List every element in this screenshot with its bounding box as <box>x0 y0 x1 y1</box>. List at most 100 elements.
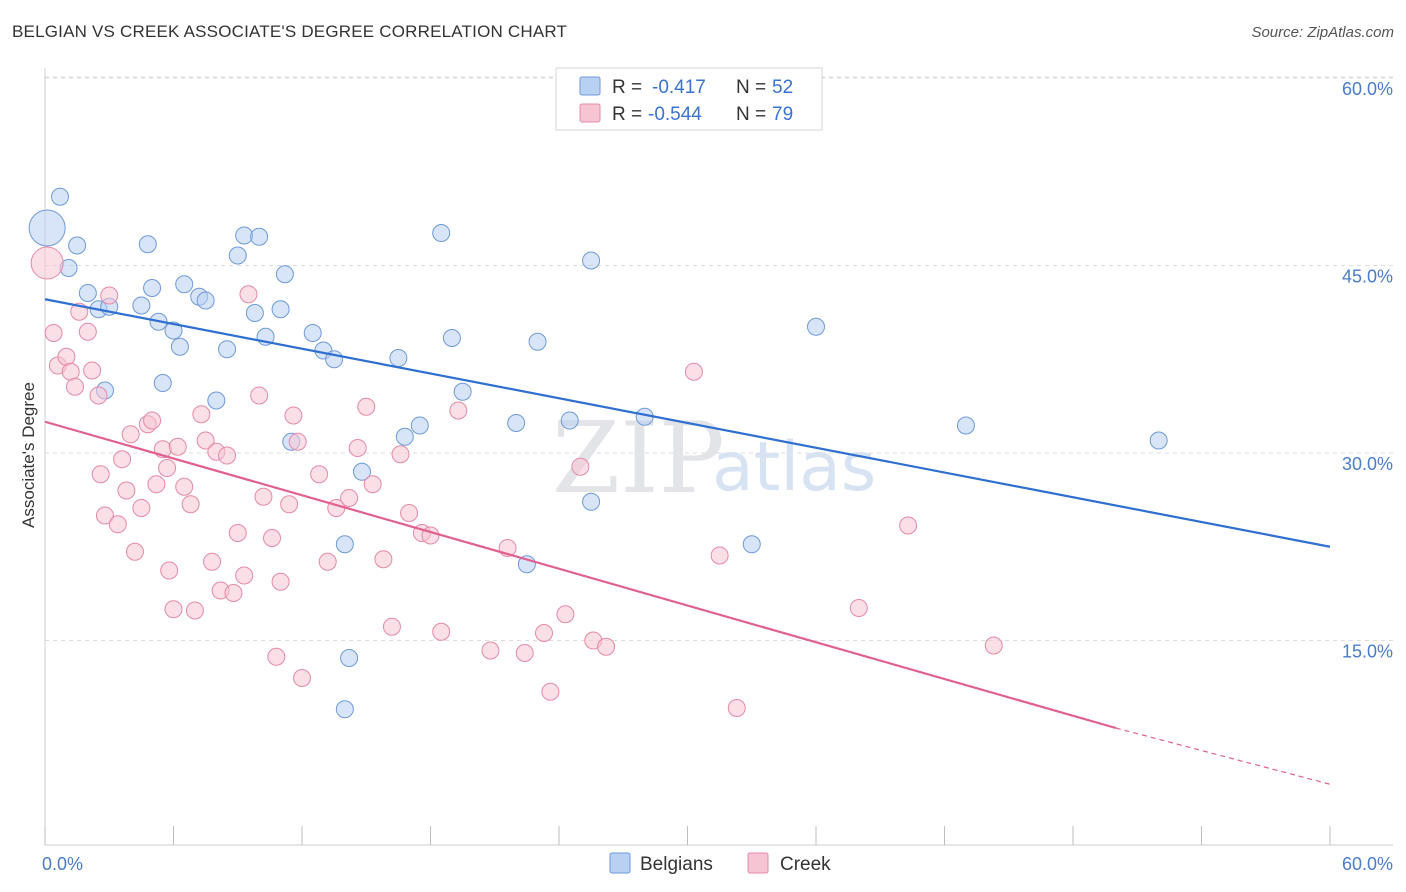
point-belgians <box>432 224 451 242</box>
point-creek <box>44 324 63 342</box>
point-creek <box>113 450 132 469</box>
point-creek <box>382 617 401 636</box>
point-belgians <box>528 332 547 351</box>
legend-n-label: N = <box>736 104 766 125</box>
tick-labels: 15.0% 30.0% 45.0% 60.0% 0.0% 60.0% <box>42 79 1393 874</box>
point-creek <box>160 561 179 580</box>
point-creek <box>348 439 367 457</box>
y-tick-label: 45.0% <box>1342 267 1393 287</box>
legend-bottom-swatch-belgians[interactable] <box>609 852 631 874</box>
point-creek <box>143 411 162 430</box>
y-tick-label: 60.0% <box>1342 79 1393 99</box>
legend-n-value-creek: 79 <box>772 104 793 125</box>
point-belgians <box>410 416 429 435</box>
point-belgians <box>50 187 69 206</box>
legend-bottom: Belgians Creek <box>609 852 831 875</box>
point-creek <box>239 285 258 304</box>
point-creek <box>899 516 918 535</box>
x-tick-label: 60.0% <box>1342 854 1393 874</box>
point-belgians <box>340 649 359 667</box>
x-tick-label: 0.0% <box>42 854 83 874</box>
point-belgians <box>956 416 975 435</box>
point-belgians <box>335 535 354 554</box>
point-belgians <box>275 265 294 284</box>
legend-bottom-label-belgians[interactable]: Belgians <box>640 854 713 875</box>
trend-extension-creek <box>1115 727 1331 785</box>
chart-source: Source: ZipAtlas.com <box>1251 24 1394 41</box>
point-belgians <box>507 414 526 432</box>
trend-line-belgians <box>44 298 1331 548</box>
point-creek <box>280 495 299 514</box>
legend-r-value-creek: -0.544 <box>648 104 702 125</box>
point-creek <box>218 446 237 465</box>
legend-bottom-swatch-creek[interactable] <box>747 852 769 874</box>
point-belgians <box>582 492 601 511</box>
point-belgians <box>303 324 322 342</box>
point-creek <box>250 386 269 405</box>
y-tick-label: 30.0% <box>1342 454 1393 474</box>
point-belgians <box>235 226 254 245</box>
point-creek <box>727 699 746 717</box>
point-creek <box>710 546 729 565</box>
point-belgians <box>218 340 237 359</box>
point-belgians <box>228 246 247 265</box>
point-belgians <box>582 251 601 270</box>
point-creek <box>121 425 140 444</box>
point-creek <box>284 406 303 425</box>
point-creek <box>57 347 76 366</box>
trend-line-creek <box>44 420 1117 730</box>
point-creek <box>293 669 311 687</box>
legend-bottom-label-creek[interactable]: Creek <box>780 854 831 875</box>
point-creek <box>318 552 337 571</box>
point-creek <box>100 286 119 305</box>
point-creek <box>192 405 211 424</box>
legend-swatch-creek <box>579 103 601 123</box>
point-creek <box>158 459 177 477</box>
point-creek <box>597 637 616 656</box>
point-creek <box>224 584 243 602</box>
point-belgians <box>352 462 371 481</box>
point-creek <box>310 465 329 484</box>
point-belgians <box>153 374 172 392</box>
y-tick-label: 15.0% <box>1342 642 1393 662</box>
point-creek <box>30 246 64 280</box>
legend-r-label: R = <box>612 104 642 125</box>
point-creek <box>271 572 290 591</box>
point-creek <box>391 445 410 464</box>
legend-top: R = -0.417 N = 52 R = -0.544 N = 79 <box>555 67 823 131</box>
point-creek <box>95 506 114 525</box>
point-creek <box>108 515 127 534</box>
point-belgians <box>207 391 226 410</box>
y-axis-label: Associate's Degree <box>19 382 38 528</box>
point-creek <box>535 624 554 642</box>
point-creek <box>267 647 286 666</box>
point-belgians <box>395 427 414 446</box>
point-belgians <box>807 317 825 336</box>
point-belgians <box>132 296 151 315</box>
watermark-atlas: atlas <box>712 428 876 507</box>
point-creek <box>432 622 451 641</box>
point-belgians <box>164 321 183 340</box>
point-creek <box>235 566 254 585</box>
point-belgians <box>560 411 579 430</box>
point-belgians <box>138 235 157 254</box>
point-creek <box>168 437 187 456</box>
point-creek <box>481 641 500 660</box>
point-creek <box>684 362 703 381</box>
point-belgians <box>175 275 194 294</box>
point-belgians <box>28 209 66 247</box>
legend-n-label: N = <box>736 77 766 98</box>
point-belgians <box>170 337 189 356</box>
point-creek <box>449 401 468 420</box>
point-creek <box>556 605 575 624</box>
legend-swatch-belgians <box>579 76 601 96</box>
point-creek <box>357 397 376 416</box>
point-creek <box>849 599 868 617</box>
point-creek <box>571 457 590 476</box>
point-creek <box>374 550 393 569</box>
point-creek <box>78 322 97 341</box>
trend-lines <box>44 298 1331 785</box>
point-creek <box>175 477 194 496</box>
point-creek <box>196 431 215 450</box>
